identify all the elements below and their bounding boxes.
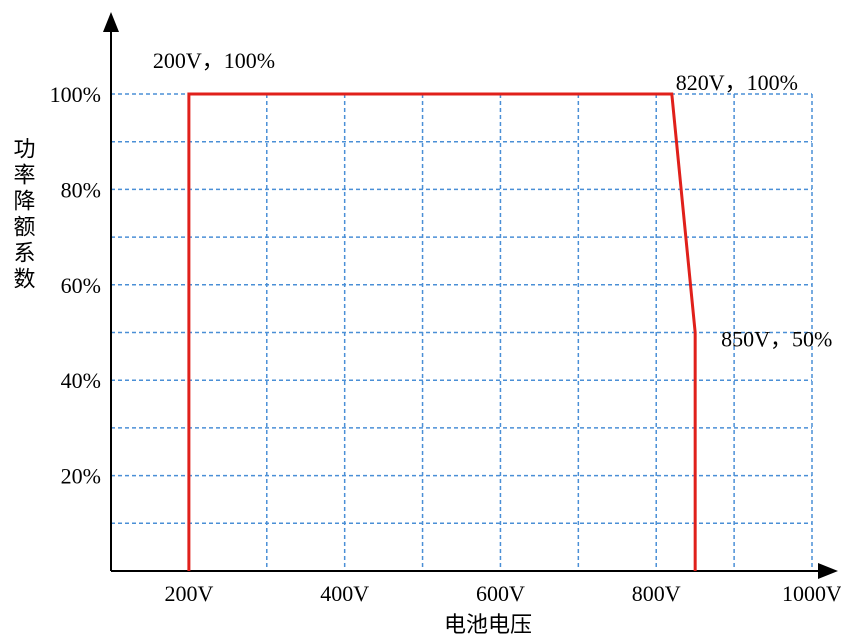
tick-labels: 200V 400V 600V 800V 1000V 20% 40% 60% 80% 100% [50, 82, 841, 606]
point-annotation-label: 820V，100% [676, 70, 798, 95]
y-tick-label: 40% [61, 368, 101, 393]
y-tick-label: 60% [61, 273, 101, 298]
x-axis-arrow-icon [818, 563, 838, 579]
axes [103, 12, 838, 579]
x-tick-label: 800V [632, 581, 681, 606]
point-annotation-label: 200V，100% [153, 48, 275, 73]
x-tick-label: 600V [476, 581, 525, 606]
y-tick-label: 80% [61, 177, 101, 202]
series-layer [187, 92, 697, 571]
grid-lines [111, 93, 813, 571]
y-tick-label: 100% [50, 82, 101, 107]
y-axis-arrow-icon [103, 12, 119, 32]
x-tick-label: 200V [164, 581, 213, 606]
y-axis-title: 功率降额系数 [10, 137, 36, 293]
point-annotation-label: 850V，50% [721, 327, 832, 352]
derating-curve-line [187, 92, 697, 571]
axis-titles: 电池电压 功率降额系数 [10, 137, 533, 638]
x-tick-label: 1000V [782, 581, 841, 606]
x-tick-label: 400V [320, 581, 369, 606]
y-tick-label: 20% [61, 464, 101, 489]
annotations: 200V，100% 820V，100% 850V，50% [153, 48, 832, 352]
x-axis-title: 电池电压 [444, 613, 532, 638]
